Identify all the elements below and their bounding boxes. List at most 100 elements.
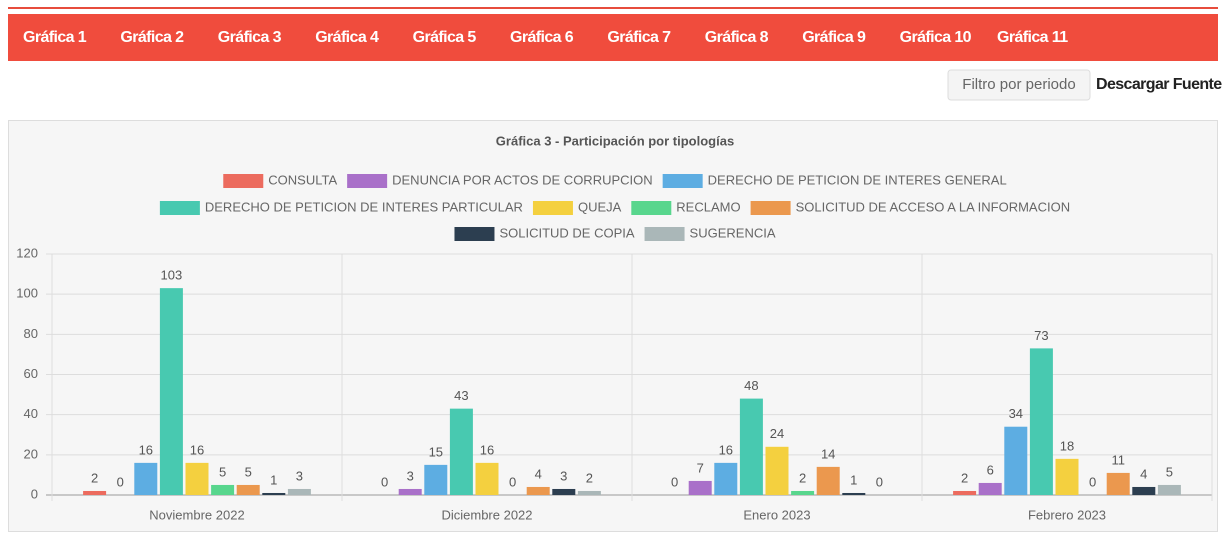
bar bbox=[739, 398, 763, 495]
value-label: 16 bbox=[480, 442, 494, 457]
value-label: 0 bbox=[117, 474, 124, 489]
value-label: 2 bbox=[586, 470, 593, 485]
bar bbox=[978, 482, 1002, 495]
bar bbox=[953, 490, 977, 495]
value-label: 1 bbox=[850, 472, 857, 487]
legend-swatch bbox=[347, 174, 388, 188]
legend-label: DERECHO DE PETICION DE INTERES PARTICULA… bbox=[205, 199, 523, 214]
value-label: 16 bbox=[719, 442, 733, 457]
bar bbox=[1132, 486, 1156, 495]
bar bbox=[1157, 484, 1181, 495]
download-link[interactable]: Descargar Fuente bbox=[1096, 76, 1222, 93]
legend-swatch bbox=[662, 174, 703, 188]
bar bbox=[424, 464, 448, 495]
value-label: 2 bbox=[961, 470, 968, 485]
bar bbox=[791, 490, 815, 495]
y-tick-label: 100 bbox=[16, 286, 38, 301]
value-label: 48 bbox=[744, 378, 758, 393]
x-tick-label: Febrero 2023 bbox=[1028, 507, 1106, 522]
bar bbox=[185, 462, 209, 495]
legend-label: RECLAMO bbox=[676, 199, 740, 214]
value-label: 0 bbox=[1089, 474, 1096, 489]
filter-button[interactable] bbox=[947, 69, 1091, 101]
bar bbox=[577, 490, 601, 495]
bar bbox=[688, 480, 712, 495]
value-label: 2 bbox=[799, 470, 806, 485]
top-line bbox=[8, 7, 1218, 9]
value-label: 16 bbox=[190, 442, 204, 457]
nav-item[interactable]: Gráfica 8 bbox=[705, 29, 769, 46]
nav-item[interactable]: Gráfica 7 bbox=[607, 29, 671, 46]
value-label: 5 bbox=[1166, 464, 1173, 479]
x-tick-label: Diciembre 2022 bbox=[441, 507, 532, 522]
y-tick-label: 80 bbox=[24, 326, 38, 341]
bar bbox=[398, 488, 422, 495]
value-label: 0 bbox=[381, 474, 388, 489]
value-label: 103 bbox=[161, 268, 183, 283]
bar bbox=[211, 484, 235, 495]
value-label: 3 bbox=[560, 468, 567, 483]
bar bbox=[765, 446, 789, 495]
nav-item[interactable]: Gráfica 1 bbox=[23, 29, 87, 46]
nav-bar bbox=[8, 14, 1218, 61]
bar bbox=[714, 462, 738, 495]
bar bbox=[449, 408, 473, 495]
value-label: 0 bbox=[509, 474, 516, 489]
value-label: 4 bbox=[1140, 466, 1147, 481]
nav-item[interactable]: Gráfica 3 bbox=[218, 29, 282, 46]
nav-item[interactable]: Gráfica 9 bbox=[802, 29, 866, 46]
value-label: 43 bbox=[454, 388, 468, 403]
bar bbox=[83, 490, 107, 495]
value-label: 0 bbox=[671, 474, 678, 489]
x-tick-label: Enero 2023 bbox=[743, 507, 810, 522]
legend-swatch bbox=[223, 174, 264, 188]
bar bbox=[526, 486, 550, 495]
value-label: 15 bbox=[429, 444, 443, 459]
x-tick-label: Noviembre 2022 bbox=[149, 507, 244, 522]
filter-label[interactable]: Filtro por periodo bbox=[962, 76, 1075, 93]
nav-item[interactable]: Gráfica 4 bbox=[315, 29, 379, 46]
y-tick-label: 40 bbox=[24, 406, 38, 421]
legend-swatch bbox=[644, 227, 685, 241]
value-label: 34 bbox=[1009, 406, 1023, 421]
value-label: 24 bbox=[770, 426, 784, 441]
legend-label: SOLICITUD DE COPIA bbox=[499, 225, 634, 240]
nav-item[interactable]: Gráfica 6 bbox=[510, 29, 574, 46]
y-tick-label: 0 bbox=[31, 486, 38, 501]
bar bbox=[159, 288, 183, 495]
value-label: 3 bbox=[296, 468, 303, 483]
value-label: 14 bbox=[821, 446, 835, 461]
bar bbox=[475, 462, 499, 495]
bar bbox=[1029, 348, 1053, 495]
bar bbox=[552, 488, 576, 495]
y-tick-label: 20 bbox=[24, 446, 38, 461]
value-label: 3 bbox=[407, 468, 414, 483]
nav-item[interactable]: Gráfica 11 bbox=[997, 29, 1069, 46]
bar bbox=[134, 462, 158, 495]
bar bbox=[287, 488, 311, 495]
value-label: 5 bbox=[245, 464, 252, 479]
value-label: 0 bbox=[876, 474, 883, 489]
chart-title: Gráfica 3 - Participación por tipologías bbox=[496, 133, 734, 148]
legend-label: DERECHO DE PETICION DE INTERES GENERAL bbox=[708, 172, 1007, 187]
legend-swatch bbox=[750, 201, 791, 215]
nav-item[interactable]: Gráfica 2 bbox=[120, 29, 184, 46]
legend-label: QUEJA bbox=[578, 199, 622, 214]
bar bbox=[1106, 472, 1130, 495]
value-label: 4 bbox=[535, 466, 542, 481]
nav-item[interactable]: Gráfica 10 bbox=[900, 29, 973, 46]
value-label: 73 bbox=[1034, 328, 1048, 343]
bar bbox=[236, 484, 260, 495]
value-label: 6 bbox=[987, 462, 994, 477]
nav-item[interactable]: Gráfica 5 bbox=[413, 29, 477, 46]
bar bbox=[1004, 426, 1028, 495]
y-tick-label: 120 bbox=[16, 245, 38, 260]
legend-swatch bbox=[159, 201, 200, 215]
legend-label: DENUNCIA POR ACTOS DE CORRUPCION bbox=[392, 172, 653, 187]
value-label: 11 bbox=[1111, 452, 1125, 467]
legend-label: SOLICITUD DE ACCESO A LA INFORMACION bbox=[796, 199, 1071, 214]
value-label: 18 bbox=[1060, 438, 1074, 453]
value-label: 16 bbox=[139, 442, 153, 457]
